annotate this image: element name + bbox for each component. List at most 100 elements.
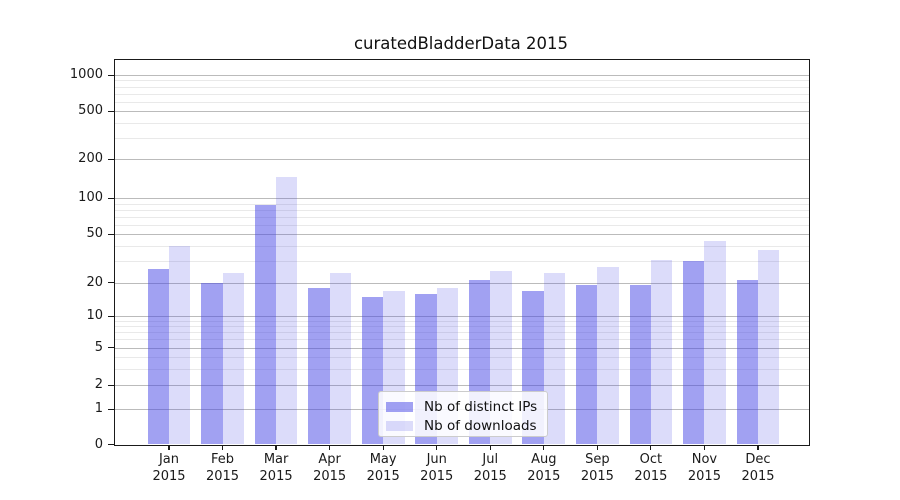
- minor-gridline: [115, 321, 809, 323]
- legend-row-downloads: Nb of downloads: [386, 416, 539, 435]
- y-axis-tick: [108, 347, 115, 349]
- bar-distinct-ips-jan: [147, 268, 169, 445]
- bar-downloads-oct: [650, 259, 673, 445]
- legend-row-distinct-ips: Nb of distinct IPs: [386, 397, 539, 416]
- y-axis-tick-label: 200: [78, 151, 103, 167]
- x-axis-tick-label: Jul 2015: [458, 451, 522, 486]
- major-gridline: [115, 347, 809, 349]
- y-axis-tick: [108, 282, 115, 284]
- y-axis-tick: [108, 444, 115, 446]
- x-axis-tick: [703, 444, 706, 450]
- x-tick-year: 2015: [259, 469, 293, 484]
- y-axis-tick-label: 10: [86, 308, 103, 324]
- bar-distinct-ips-dec: [736, 280, 758, 445]
- legend-swatch-distinct-ips: [386, 401, 413, 412]
- x-tick-year: 2015: [366, 469, 400, 484]
- bar-downloads-feb: [222, 273, 244, 445]
- x-axis-tick: [221, 444, 224, 450]
- minor-gridline: [115, 339, 809, 341]
- legend-swatch-downloads: [386, 420, 413, 431]
- x-axis-tick: [757, 444, 759, 450]
- bar-distinct-ips-sep: [575, 285, 598, 445]
- bar-downloads-apr: [329, 273, 352, 445]
- bar-downloads-aug: [543, 273, 566, 445]
- minor-gridline: [115, 80, 809, 82]
- x-tick-month: May: [369, 451, 397, 467]
- major-gridline: [115, 198, 809, 200]
- x-tick-year: 2015: [580, 469, 614, 484]
- x-axis-tick-label: May 2015: [351, 451, 415, 486]
- major-gridline: [115, 75, 809, 76]
- x-axis-tick-label: Oct 2015: [619, 451, 683, 486]
- x-tick-month: Nov: [691, 451, 718, 467]
- bar-distinct-ips-nov: [683, 261, 705, 445]
- x-tick-month: Apr: [318, 451, 341, 467]
- x-axis-tick: [543, 444, 545, 450]
- x-axis-tick: [382, 444, 384, 450]
- x-tick-year: 2015: [634, 469, 668, 484]
- x-axis-tick: [650, 444, 652, 450]
- x-tick-month: Mar: [263, 451, 289, 467]
- x-tick-year: 2015: [313, 469, 347, 484]
- y-axis-tick: [108, 315, 115, 317]
- minor-gridline: [115, 261, 809, 263]
- y-axis-tick: [108, 158, 115, 160]
- bar-downloads-dec: [757, 250, 780, 445]
- x-tick-month: Aug: [531, 451, 557, 467]
- x-axis-tick: [489, 444, 491, 450]
- x-tick-year: 2015: [420, 469, 454, 484]
- minor-gridline: [115, 209, 809, 211]
- x-tick-month: Jan: [158, 451, 180, 467]
- minor-gridline: [115, 246, 809, 248]
- minor-gridline: [115, 216, 809, 218]
- minor-gridline: [115, 356, 809, 358]
- x-tick-year: 2015: [527, 469, 561, 484]
- minor-gridline: [115, 368, 809, 370]
- y-axis-tick-label: 1000: [69, 67, 103, 82]
- x-axis-tick-label: Sep 2015: [565, 451, 629, 486]
- x-axis-tick-label: Aug 2015: [512, 451, 576, 486]
- y-axis-tick: [108, 233, 115, 235]
- minor-gridline: [115, 93, 809, 95]
- y-axis-tick: [108, 74, 115, 76]
- bar-distinct-ips-feb: [201, 282, 223, 445]
- major-gridline: [115, 282, 809, 284]
- bar-downloads-sep: [597, 266, 619, 445]
- y-axis-tick-label: 500: [78, 103, 103, 118]
- major-gridline: [115, 316, 809, 318]
- x-tick-month: Jun: [426, 451, 447, 467]
- y-axis-tick-label: 100: [78, 190, 103, 206]
- x-axis-tick: [596, 444, 598, 450]
- x-tick-year: 2015: [473, 469, 507, 484]
- legend: Nb of distinct IPs Nb of downloads: [378, 391, 548, 437]
- x-axis-tick: [436, 444, 438, 450]
- legend-label-distinct-ips: Nb of distinct IPs: [424, 398, 538, 415]
- x-axis-tick-label: Apr 2015: [298, 451, 362, 486]
- y-axis-tick: [108, 110, 115, 112]
- major-gridline: [115, 159, 809, 161]
- y-axis-tick: [108, 384, 115, 386]
- plot-area: 0 1 2 5 10 20 50 100 200 500 1000 Jan 2015 Feb 2015 Mar…: [70, 59, 810, 484]
- x-axis-tick-label: Feb 2015: [191, 451, 255, 486]
- chart-title: curatedBladderData 2015: [353, 34, 569, 53]
- x-axis-tick-label: Dec 2015: [726, 451, 790, 486]
- minor-gridline: [115, 224, 809, 226]
- minor-gridline: [115, 326, 809, 328]
- minor-gridline: [115, 122, 809, 124]
- y-axis-tick-label: 5: [94, 339, 103, 355]
- minor-gridline: [115, 137, 809, 139]
- bar-distinct-ips-may: [361, 296, 384, 445]
- major-gridline: [115, 111, 809, 112]
- minor-gridline: [115, 332, 809, 334]
- y-axis-tick-label: 1: [94, 401, 103, 417]
- y-axis-tick-label: 20: [86, 274, 103, 290]
- bar-distinct-ips-apr: [308, 287, 330, 445]
- minor-gridline: [115, 101, 809, 103]
- major-gridline: [115, 385, 809, 387]
- y-axis-tick: [108, 408, 115, 410]
- x-axis-tick-label: Jan 2015: [137, 451, 201, 486]
- x-axis-tick: [168, 444, 170, 450]
- minor-gridline: [115, 203, 809, 205]
- minor-gridline: [115, 86, 809, 88]
